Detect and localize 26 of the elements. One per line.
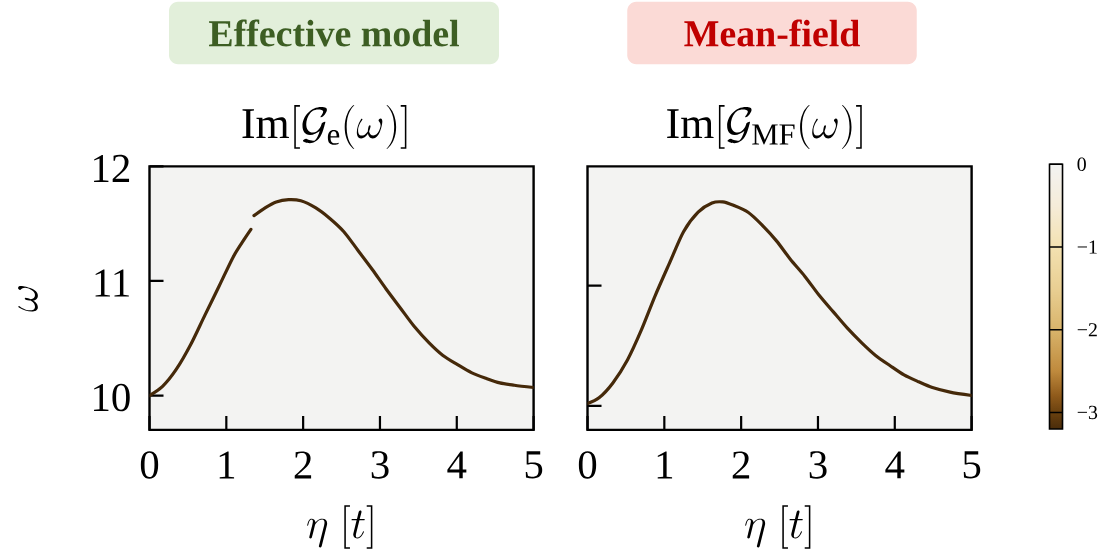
x-tick-label: 2 — [732, 451, 750, 479]
y-tick-label: 12 — [94, 154, 130, 182]
color-bar-label: −3 — [1077, 405, 1098, 420]
x-tick-label: 3 — [371, 451, 389, 479]
x-axis-title: $\eta\ [t]$ — [745, 505, 811, 549]
x-axis-title: $\eta\ [t]$ — [307, 505, 373, 549]
color-bar-label: 0 — [1077, 157, 1086, 172]
x-tick-label: 0 — [140, 451, 159, 479]
y-tick-label: 11 — [95, 269, 129, 297]
chart-subtitle: $\mathrm{Im}[\mathcal{G}_\mathrm{MF}(\omega)]$ — [667, 105, 862, 149]
x-tick-label: 4 — [447, 451, 467, 479]
x-tick-label: 0 — [578, 451, 597, 479]
x-tick-label: 1 — [219, 451, 235, 479]
color-bar-label: −2 — [1077, 323, 1097, 337]
y-axis-title: $\omega$ — [18, 286, 38, 312]
x-tick-label: 3 — [809, 451, 827, 479]
x-tick-label: 5 — [963, 451, 981, 479]
x-tick-label: 5 — [525, 451, 543, 479]
chart-title: Mean-field — [684, 19, 860, 47]
x-tick-label: 1 — [657, 451, 673, 479]
color-bar-label: −1 — [1077, 240, 1097, 254]
chart-title: Effective model — [209, 19, 459, 47]
x-tick-label: 4 — [885, 451, 905, 479]
x-tick-label: 2 — [294, 451, 312, 479]
y-tick-label: 10 — [94, 383, 130, 412]
chart-subtitle: $\mathrm{Im}[\mathcal{G}_\mathrm{e}(\omega)]$ — [242, 105, 407, 149]
